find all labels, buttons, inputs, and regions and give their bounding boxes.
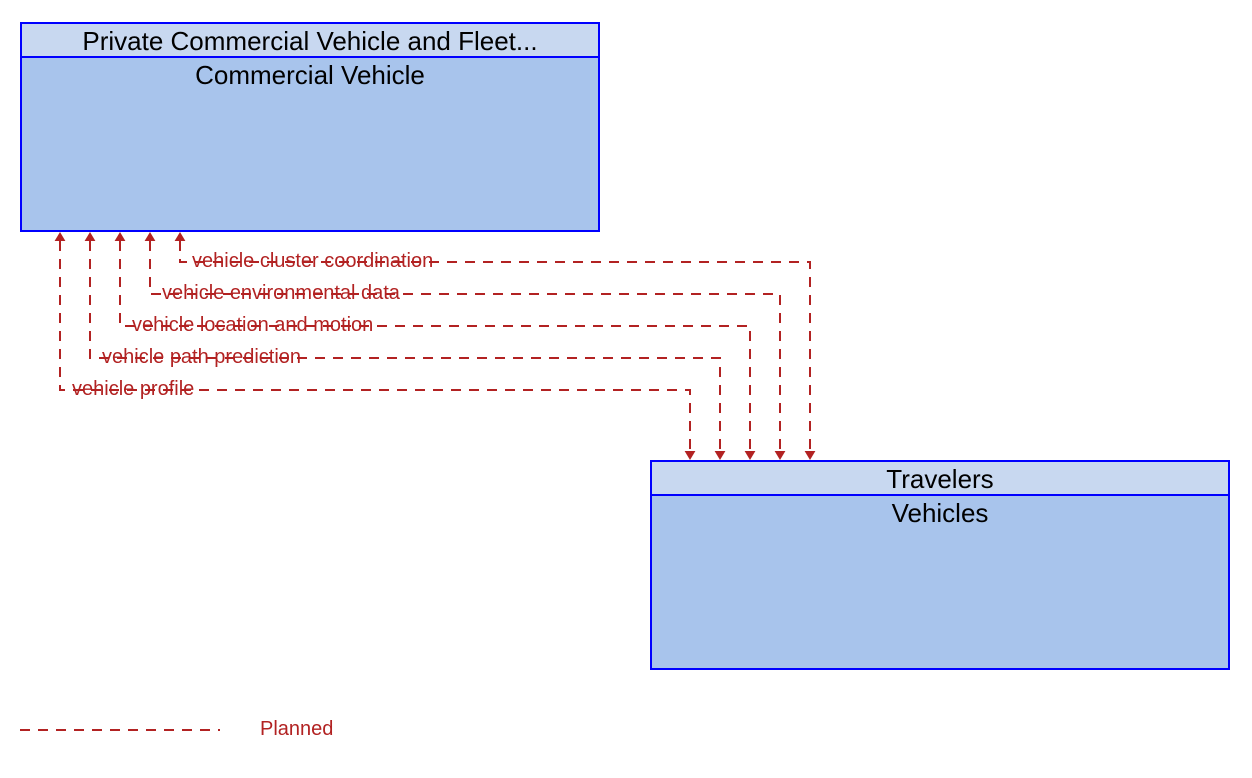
legend-label: Planned [260,718,333,741]
box-commercial-vehicle-header: Private Commercial Vehicle and Fleet... [22,24,598,58]
box-vehicles-title: Vehicles [652,498,1228,529]
flow-label-4: vehicle profile [72,378,194,401]
box-vehicles-header: Travelers [652,462,1228,496]
box-vehicles: Travelers Vehicles [650,460,1230,670]
flow-label-2: vehicle location and motion [132,314,373,337]
box-vehicles-header-text: Travelers [886,464,993,494]
flow-label-0: vehicle cluster coordination [192,250,433,273]
box-commercial-vehicle-title: Commercial Vehicle [22,60,598,91]
flow-label-3: vehicle path prediction [102,346,301,369]
box-commercial-vehicle: Private Commercial Vehicle and Fleet... … [20,22,600,232]
flow-label-1: vehicle environmental data [162,282,400,305]
box-commercial-vehicle-header-text: Private Commercial Vehicle and Fleet... [82,26,537,56]
